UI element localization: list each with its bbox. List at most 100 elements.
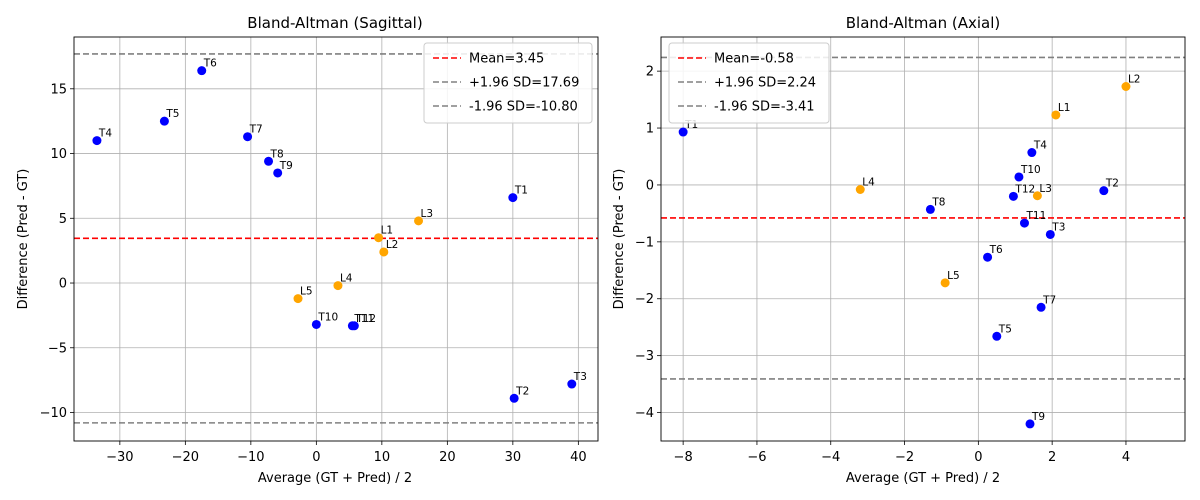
y-tick-label: 15 bbox=[50, 82, 67, 97]
data-point-t8 bbox=[925, 204, 935, 214]
data-point-l1 bbox=[1051, 110, 1061, 120]
point-label-l3: L3 bbox=[421, 208, 434, 220]
point-label-l3: L3 bbox=[1039, 183, 1052, 195]
point-label-l4: L4 bbox=[340, 273, 353, 285]
legend: Mean=-0.58 +1.96 SD=2.24 -1.96 SD=-3.41 bbox=[668, 42, 830, 124]
data-point-l3 bbox=[414, 216, 424, 226]
axes-frame bbox=[660, 36, 1186, 442]
data-point-t12 bbox=[349, 321, 359, 331]
y-tick-label: 2 bbox=[646, 65, 654, 80]
x-axis-label: Average (GT + Pred) / 2 bbox=[258, 471, 412, 486]
point-label-t2: T2 bbox=[1105, 178, 1119, 190]
data-point-t7 bbox=[243, 132, 253, 142]
point-label-l2: L2 bbox=[386, 239, 399, 251]
data-point-t9 bbox=[273, 168, 283, 178]
data-point-t10 bbox=[1014, 172, 1024, 182]
y-tick-label: 1 bbox=[646, 122, 654, 137]
point-label-t9: T9 bbox=[1031, 411, 1045, 423]
point-label-t3: T3 bbox=[1051, 221, 1065, 233]
x-tick-label: 20 bbox=[439, 450, 456, 465]
plot-area: −30 −20 −10 0 10 20 30 40−10−5051015T1T2T3T4T5T… bbox=[40, 36, 599, 465]
y-axis-label: Difference (Pred - GT) bbox=[612, 169, 627, 310]
legend-upper-label: +1.96 SD=17.69 bbox=[469, 76, 579, 91]
x-tick-label: −6 bbox=[747, 450, 766, 465]
data-point-l4 bbox=[855, 184, 865, 194]
point-label-t2: T2 bbox=[515, 385, 529, 397]
data-point-t5 bbox=[992, 331, 1002, 341]
data-point-l1 bbox=[374, 233, 384, 243]
axial-panel: Bland-Altman (Axial) Average (GT + Pred)… bbox=[612, 14, 1186, 486]
point-label-t10: T10 bbox=[317, 311, 338, 323]
x-tick-label: −20 bbox=[172, 450, 199, 465]
point-label-l5: L5 bbox=[947, 270, 960, 282]
data-point-t9 bbox=[1025, 419, 1035, 429]
x-tick-label: −10 bbox=[237, 450, 264, 465]
x-axis-label: Average (GT + Pred) / 2 bbox=[846, 471, 1000, 486]
x-tick-label: 10 bbox=[374, 450, 391, 465]
x-tick-label: 4 bbox=[1122, 450, 1130, 465]
point-label-t6: T6 bbox=[203, 58, 217, 70]
y-tick-label: −10 bbox=[40, 406, 67, 421]
point-label-t12: T12 bbox=[1014, 183, 1035, 195]
point-label-l4: L4 bbox=[862, 176, 875, 188]
data-point-t1 bbox=[678, 127, 688, 137]
x-tick-label: 2 bbox=[1048, 450, 1056, 465]
point-label-t8: T8 bbox=[931, 196, 945, 208]
x-tick-label: 0 bbox=[974, 450, 982, 465]
x-tick-label: 0 bbox=[312, 450, 320, 465]
axes-frame bbox=[73, 36, 599, 442]
point-label-l1: L1 bbox=[381, 225, 394, 237]
point-label-t1: T1 bbox=[514, 185, 528, 197]
y-tick-label: −5 bbox=[48, 341, 67, 356]
point-label-t5: T5 bbox=[998, 323, 1012, 335]
x-tick-label: −8 bbox=[674, 450, 693, 465]
y-tick-label: −3 bbox=[635, 349, 654, 364]
point-label-t7: T7 bbox=[249, 124, 263, 136]
legend: Mean=3.45 +1.96 SD=17.69 -1.96 SD=-10.80 bbox=[423, 42, 593, 124]
y-tick-label: 0 bbox=[646, 178, 654, 193]
point-label-l5: L5 bbox=[300, 286, 313, 298]
data-point-t3 bbox=[1045, 229, 1055, 239]
data-point-t2 bbox=[509, 393, 519, 403]
point-label-l2: L2 bbox=[1128, 74, 1141, 86]
data-point-t10 bbox=[311, 319, 321, 329]
x-tick-label: 40 bbox=[570, 450, 587, 465]
point-label-t6: T6 bbox=[989, 244, 1003, 256]
data-point-t1 bbox=[508, 193, 518, 203]
data-point-t4 bbox=[1027, 148, 1037, 158]
y-tick-label: −2 bbox=[635, 292, 654, 307]
data-point-l2 bbox=[1121, 82, 1131, 92]
data-point-t3 bbox=[567, 379, 577, 389]
y-tick-label: −1 bbox=[635, 235, 654, 250]
x-tick-label: −2 bbox=[895, 450, 914, 465]
point-label-t11: T11 bbox=[1025, 210, 1046, 222]
data-point-t6 bbox=[983, 252, 993, 262]
legend-mean-label: Mean=-0.58 bbox=[714, 52, 794, 67]
data-point-l3 bbox=[1032, 191, 1042, 201]
data-point-t11 bbox=[1019, 218, 1029, 228]
data-point-t12 bbox=[1008, 191, 1018, 201]
data-point-l5 bbox=[293, 294, 303, 304]
data-point-t4 bbox=[92, 136, 102, 146]
data-point-t2 bbox=[1099, 186, 1109, 196]
legend-lower-label: -1.96 SD=-10.80 bbox=[469, 100, 578, 115]
x-tick-label: 30 bbox=[505, 450, 522, 465]
data-point-l5 bbox=[940, 278, 950, 288]
legend-upper-label: +1.96 SD=2.24 bbox=[714, 76, 816, 91]
data-point-t5 bbox=[159, 116, 169, 126]
x-tick-label: −4 bbox=[821, 450, 840, 465]
legend-box bbox=[423, 42, 593, 124]
point-label-l1: L1 bbox=[1058, 102, 1071, 114]
data-point-t8 bbox=[264, 156, 274, 166]
point-label-t11: T11 bbox=[353, 313, 374, 325]
sagittal-panel: Bland-Altman (Sagittal) Average (GT + Pr… bbox=[16, 14, 599, 486]
data-point-t6 bbox=[197, 66, 207, 76]
point-label-t12: T12 bbox=[355, 313, 376, 325]
point-label-t8: T8 bbox=[270, 148, 284, 160]
y-tick-label: 10 bbox=[50, 147, 67, 162]
point-label-t9: T9 bbox=[279, 160, 293, 172]
data-point-l2 bbox=[379, 247, 389, 257]
